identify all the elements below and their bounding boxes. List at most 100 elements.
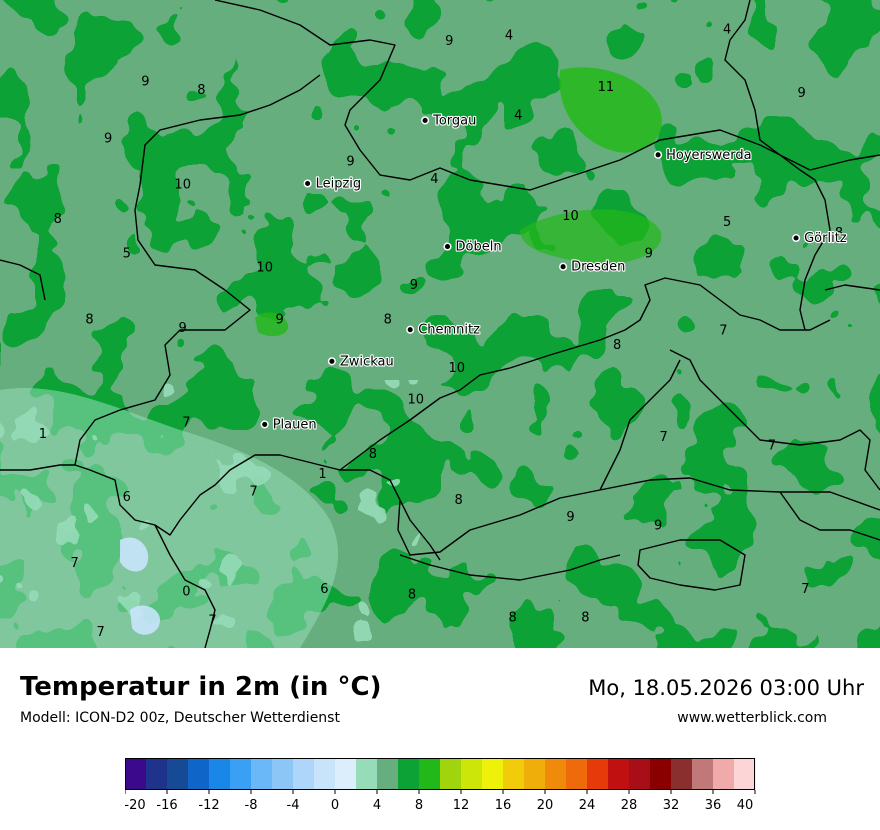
city-label: Hoyerswerda xyxy=(666,148,752,163)
temperature-label: 0 xyxy=(182,585,190,600)
city-label: Leipzig xyxy=(316,177,362,192)
legend-tick-label: -12 xyxy=(198,798,219,813)
legend-tick-label: 0 xyxy=(331,798,339,813)
legend-swatch xyxy=(356,758,378,790)
legend-tick-label: 12 xyxy=(453,798,470,813)
legend-swatch xyxy=(713,758,735,790)
city-dot xyxy=(327,357,336,366)
city-marker: Hoyerswerda xyxy=(654,147,753,164)
cold-spot-south xyxy=(120,537,149,572)
city-dot xyxy=(406,325,415,334)
city-label: Görlitz xyxy=(804,231,847,246)
temperature-label: 8 xyxy=(509,611,517,626)
temperature-label: 8 xyxy=(85,312,93,327)
temperature-label: 9 xyxy=(410,278,418,293)
temperature-label: 9 xyxy=(445,34,453,49)
legend-tick-label: 8 xyxy=(415,798,423,813)
border-czech-south xyxy=(399,491,880,581)
city-marker: Zwickau xyxy=(327,353,395,370)
city-label: Torgau xyxy=(432,113,476,128)
city-marker: Leipzig xyxy=(303,175,362,193)
legend-swatch xyxy=(125,758,147,790)
temperature-label: 9 xyxy=(798,86,806,101)
city-marker: Plauen xyxy=(260,416,318,433)
temperature-label: 4 xyxy=(430,172,438,187)
legend-tick-label: -4 xyxy=(287,798,300,813)
temperature-label: 11 xyxy=(598,80,615,95)
legend-tick-label: -8 xyxy=(245,798,258,813)
temperature-label: 6 xyxy=(123,490,131,505)
city-label: Plauen xyxy=(273,417,317,432)
legend-swatch xyxy=(524,758,546,790)
legend-swatch xyxy=(692,758,714,790)
model-info: Modell: ICON-D2 00z, Deutscher Wetterdie… xyxy=(20,710,340,726)
legend-swatch xyxy=(629,758,651,790)
temperature-label: 7 xyxy=(801,582,809,597)
temperature-label: 5 xyxy=(723,215,731,230)
temperature-label: 1 xyxy=(39,427,47,442)
legend-swatch xyxy=(314,758,336,790)
legend-swatch xyxy=(209,758,231,790)
legend-tick-label: 40 xyxy=(737,798,754,813)
border-east xyxy=(724,0,880,331)
legend-frame xyxy=(125,758,755,790)
legend-swatch xyxy=(419,758,441,790)
temperature-label: 10 xyxy=(562,209,579,224)
border-czech-north xyxy=(339,277,831,471)
legend-tick-label: 20 xyxy=(537,798,554,813)
temperature-label: 1 xyxy=(318,467,326,482)
color-legend: -20 -16 -12 -8 -4 0 4 8 12 16 20 24 28 32 36 40 xyxy=(124,758,765,822)
temperature-label: 9 xyxy=(104,132,112,147)
forecast-datetime: Mo, 18.05.2026 03:00 Uhr xyxy=(588,676,864,700)
city-dot xyxy=(559,262,568,271)
legend-tick-label: -20 xyxy=(125,798,146,813)
temperature-label: 8 xyxy=(581,611,589,626)
border-czech-internal xyxy=(599,349,880,491)
city-label: Zwickau xyxy=(340,354,394,369)
temperature-map: 4 9 4 9 9 8 11 4 9 9 4 10 8 10 5 8 5 9 10 9 8 9 9 8 7 8 10 10 7 1 7 7 8 1… xyxy=(0,0,880,648)
legend-swatch xyxy=(167,758,189,790)
temperature-label: 8 xyxy=(197,83,205,98)
legend-swatch xyxy=(734,758,756,790)
temperature-label: 8 xyxy=(408,588,416,603)
legend-tick-label: 28 xyxy=(621,798,638,813)
legend-swatch xyxy=(461,758,483,790)
city-dot xyxy=(303,179,312,188)
border-saxony-west xyxy=(74,74,880,556)
footer: Temperatur in 2m (in °C) Modell: ICON-D2… xyxy=(0,648,880,830)
city-label: Dresden xyxy=(571,260,625,275)
city-marker: Görlitz xyxy=(792,230,848,247)
website-link[interactable]: www.wetterblick.com xyxy=(677,710,827,726)
temperature-label: 9 xyxy=(346,155,354,170)
temperature-label: 4 xyxy=(505,28,513,43)
temperature-label: 7 xyxy=(719,324,727,339)
temperature-label: 9 xyxy=(654,519,662,534)
temperature-label: 7 xyxy=(208,613,216,628)
warm-area-small xyxy=(255,312,289,337)
temperature-label: 10 xyxy=(408,393,425,408)
legend-swatch xyxy=(335,758,357,790)
temperature-label: 7 xyxy=(70,556,78,571)
legend-tick-label: -16 xyxy=(156,798,177,813)
temperature-label: 10 xyxy=(449,361,466,376)
temperature-label: 9 xyxy=(566,510,574,525)
temperature-label: 8 xyxy=(454,493,462,508)
temperature-label: 7 xyxy=(660,430,668,445)
legend-swatch xyxy=(587,758,609,790)
legend-swatch xyxy=(545,758,567,790)
legend-swatch xyxy=(251,758,273,790)
temperature-label: 5 xyxy=(123,246,131,261)
cool-field-texture xyxy=(0,380,420,648)
legend-tick-label: 4 xyxy=(373,798,381,813)
legend-swatch xyxy=(398,758,420,790)
border-czech-district xyxy=(637,539,746,591)
legend-swatch xyxy=(230,758,252,790)
legend-swatch xyxy=(293,758,315,790)
city-dot xyxy=(260,420,269,429)
map-title: Temperatur in 2m (in °C) xyxy=(20,672,382,702)
border-saxony-north xyxy=(214,0,811,191)
city-marker: Chemnitz xyxy=(406,322,481,339)
temperature-label: 8 xyxy=(369,447,377,462)
temperature-label: 8 xyxy=(613,338,621,353)
border-south-region xyxy=(154,499,441,648)
